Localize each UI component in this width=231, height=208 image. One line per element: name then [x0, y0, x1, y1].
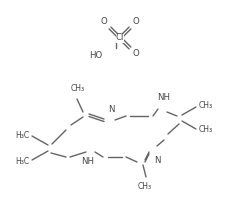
Text: CH₃: CH₃	[198, 125, 212, 135]
Text: O: O	[100, 17, 107, 26]
Text: CH₃: CH₃	[137, 182, 151, 191]
Text: N: N	[153, 156, 160, 165]
Text: CH₃: CH₃	[71, 84, 85, 93]
Text: O: O	[132, 50, 139, 58]
Text: H₃C: H₃C	[15, 130, 29, 140]
Text: NH: NH	[81, 157, 94, 166]
Text: O: O	[132, 17, 139, 26]
Text: NH: NH	[157, 93, 170, 102]
Text: Cl: Cl	[115, 33, 124, 42]
Text: N: N	[107, 105, 114, 114]
Text: HO: HO	[88, 51, 102, 59]
Text: H₃C: H₃C	[15, 156, 29, 166]
Text: CH₃: CH₃	[198, 102, 212, 110]
